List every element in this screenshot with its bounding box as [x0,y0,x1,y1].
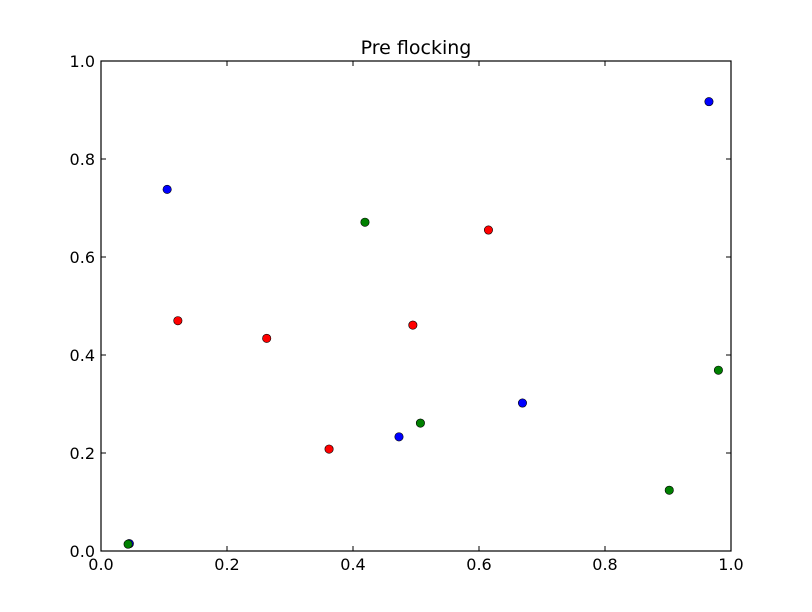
data-point [123,539,133,549]
data-point [162,184,172,194]
x-tick-label: 1.0 [718,555,743,574]
x-tick-label: 0.6 [466,555,491,574]
plot-area [100,60,732,552]
data-point [704,97,714,107]
data-point [517,398,527,408]
data-point [173,316,183,326]
data-points [123,97,723,549]
y-tick-label: 0.4 [70,346,95,365]
tick-marks [100,60,732,552]
y-tick-label: 1.0 [70,52,95,71]
data-point [262,333,272,343]
y-tick-label: 0.8 [70,150,95,169]
y-tick-label: 0.2 [70,444,95,463]
data-point [415,418,425,428]
x-tick-label: 0.8 [592,555,617,574]
data-point [713,365,723,375]
data-point [483,225,493,235]
x-tick-label: 0.0 [88,555,113,574]
tick-labels: 0.0 0.2 0.4 0.6 0.8 1.0 0.0 0.2 0.4 0.6 0.8 1.0 [70,52,744,574]
x-tick-label: 0.2 [214,555,239,574]
axes-frame [100,60,732,552]
data-point [394,432,404,442]
data-point [664,485,674,495]
data-point [324,444,334,454]
chart-title: Pre flocking [361,37,472,59]
data-point [408,320,418,330]
y-tick-label: 0.0 [70,542,95,561]
data-point [360,217,370,227]
x-tick-label: 0.4 [340,555,365,574]
y-tick-label: 0.6 [70,248,95,267]
